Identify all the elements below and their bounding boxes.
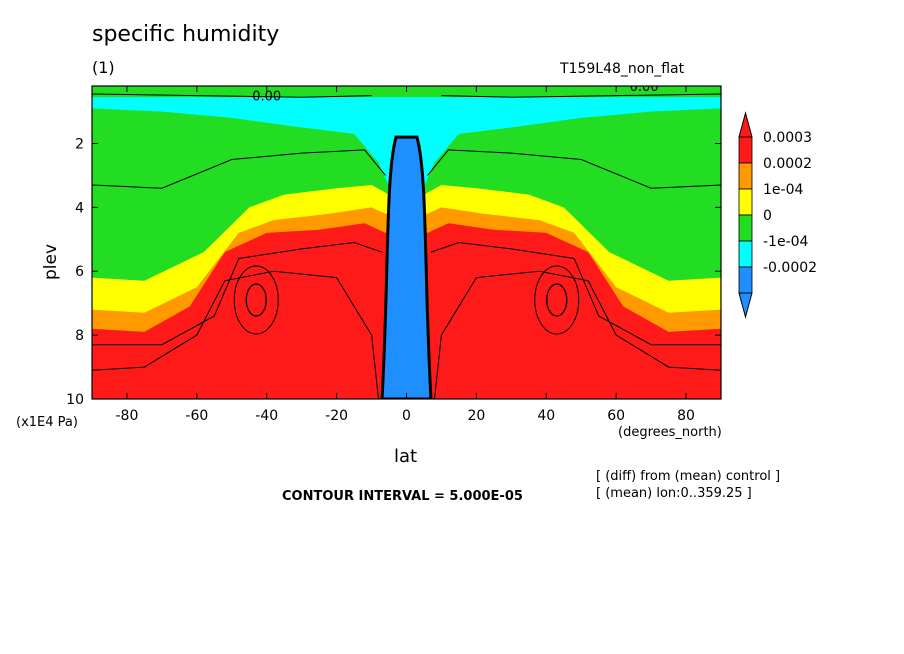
contour-label: 0.00 — [252, 90, 281, 105]
x-axis-label: lat — [394, 446, 418, 467]
contour-line — [430, 241, 721, 346]
legend-label: -0.0002 — [763, 260, 817, 276]
contour-center — [546, 283, 568, 317]
legend-swatch — [738, 240, 753, 268]
y-axis-label-group: plev — [41, 244, 61, 280]
legend-swatch — [738, 266, 753, 294]
chart-title: specific humidity — [92, 22, 280, 47]
x-tick-label: 80 — [677, 408, 695, 424]
x-tick-label: 40 — [537, 408, 555, 424]
legend-swatch — [738, 162, 753, 190]
contour-line — [92, 241, 383, 346]
x-tick-label: 0 — [402, 408, 411, 424]
legend-swatch — [738, 136, 753, 164]
legend-label: 1e-04 — [763, 182, 803, 198]
run-label: T159L48_non_flat — [560, 61, 685, 77]
legend-label: 0.0003 — [763, 130, 812, 146]
x-axis-units: (degrees_north) — [618, 425, 722, 440]
contour-line — [434, 270, 721, 399]
contour-ring — [534, 265, 580, 335]
color-legend: 0.0003 0.0002 1e-04 0 -1e-04 -0.0002 — [738, 111, 817, 319]
contour-center — [245, 283, 267, 317]
contour-line — [92, 93, 372, 98]
note-diff: [ (diff) from (mean) control ] — [596, 469, 781, 484]
x-tick-label: -20 — [325, 408, 348, 424]
note-mean: [ (mean) lon:0..359.25 ] — [596, 486, 752, 501]
legend-label: -1e-04 — [763, 234, 809, 250]
chart-subtitle: (1) — [92, 58, 115, 77]
legend-swatch — [738, 188, 753, 216]
x-tick-label: 20 — [467, 408, 485, 424]
axes: -80 -60 -40 -20 0 20 40 60 80 2 4 6 8 10 — [66, 86, 721, 424]
contour-interval: CONTOUR INTERVAL = 5.000E-05 — [282, 489, 523, 504]
y-tick-label: 4 — [75, 200, 84, 216]
legend-label: 0.0002 — [763, 156, 812, 172]
y-axis-units: (x1E4 Pa) — [16, 415, 78, 430]
contour-line — [427, 149, 721, 189]
plot-area: 0.00 0.00 — [92, 80, 721, 399]
contour-line — [92, 270, 379, 399]
legend-label: 0 — [763, 208, 772, 224]
y-tick-label: 6 — [75, 264, 84, 280]
contour-line — [92, 149, 386, 189]
y-tick-label: 10 — [66, 392, 84, 408]
contour-label: 0.00 — [630, 80, 659, 95]
legend-arrow-top — [738, 111, 753, 138]
contour-ring — [233, 265, 279, 335]
x-tick-label: -80 — [116, 408, 139, 424]
equatorial-column — [380, 135, 433, 399]
x-tick-label: 60 — [607, 408, 625, 424]
contour-line — [441, 93, 721, 98]
y-axis-label: plev — [41, 244, 61, 280]
legend-swatch — [738, 214, 753, 242]
x-tick-label: -40 — [255, 408, 278, 424]
legend-arrow-bottom — [738, 292, 753, 319]
y-tick-label: 2 — [75, 136, 84, 152]
y-tick-label: 8 — [75, 328, 84, 344]
x-tick-label: -60 — [185, 408, 208, 424]
